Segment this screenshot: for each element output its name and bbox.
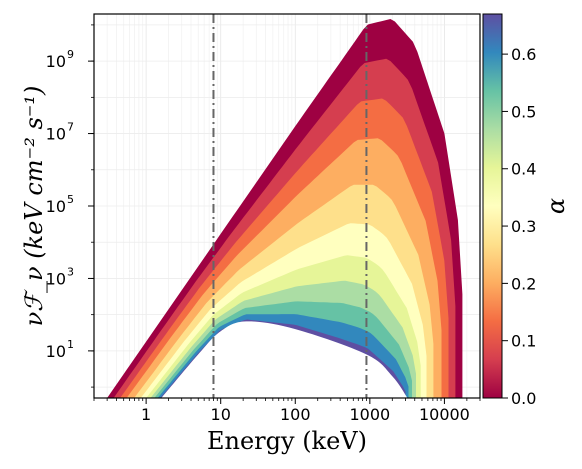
- colorbar-tick-label: 0.0: [511, 389, 536, 408]
- colorbar: 0.0 0.1 0.2 0.3 0.4 0.5 0.6 α: [482, 13, 570, 408]
- y-tick-label: 10: [46, 52, 66, 71]
- x-tick-label: 1000: [349, 405, 390, 424]
- y-tick-exponent: 1: [67, 338, 74, 351]
- vertical-lines: [212, 14, 368, 398]
- spectrum-area: [107, 19, 463, 398]
- y-tick-exponent: 5: [67, 193, 74, 206]
- colorbar-tick-label: 0.1: [511, 332, 536, 351]
- x-axis-label: Energy (keV): [207, 427, 367, 455]
- y-tick-label: 10: [46, 269, 66, 288]
- y-axis-label: νℱ_ν (keV cm⁻² s⁻¹): [20, 86, 48, 327]
- y-tick-label: 10: [46, 342, 66, 361]
- x-axis: 1 10 100 1000 10000: [93, 398, 481, 424]
- y-tick-exponent: 9: [67, 48, 74, 61]
- y-tick-exponent: 7: [67, 121, 74, 134]
- x-tick-label: 1: [141, 405, 151, 424]
- colorbar-tick-label: 0.6: [511, 45, 536, 64]
- x-tick-label: 10000: [419, 405, 470, 424]
- colorbar-gradient: [482, 13, 503, 399]
- y-tick-exponent: 3: [67, 265, 74, 278]
- below-envelope-mask: [161, 321, 408, 398]
- x-tick-label: 10: [211, 405, 231, 424]
- colorbar-tick-label: 0.4: [511, 160, 536, 179]
- y-tick-label: 10: [46, 197, 66, 216]
- y-tick-label: 10: [46, 125, 66, 144]
- colorbar-label: α: [542, 198, 570, 214]
- colorbar-tick-label: 0.5: [511, 102, 536, 121]
- colorbar-tick-label: 0.2: [511, 274, 536, 293]
- colorbar-ticks: 0.0 0.1 0.2 0.3 0.4 0.5 0.6: [502, 45, 536, 408]
- colorbar-tick-label: 0.3: [511, 217, 536, 236]
- x-tick-label: 100: [280, 405, 311, 424]
